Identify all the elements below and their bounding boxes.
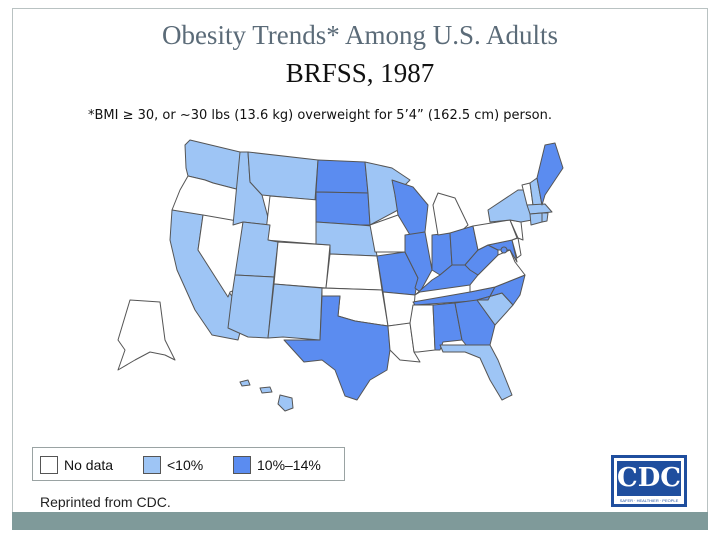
state-ND: [315, 159, 369, 194]
state-MA: [526, 203, 553, 215]
state-DC: [500, 246, 508, 254]
state-CT: [529, 212, 543, 226]
cdc-logo-tagline: SAFER · HEALTHIER · PEOPLE: [619, 498, 679, 503]
bmi-footnote: *BMI ≥ 30, or ~30 lbs (13.6 kg) overweig…: [88, 108, 552, 123]
state-ME: [536, 142, 564, 206]
state-NM: [267, 283, 323, 341]
cdc-logo: CDC SAFER · HEALTHIER · PEOPLE: [611, 455, 687, 507]
state-IL: [404, 231, 433, 293]
legend-swatch-under-10: [143, 456, 161, 474]
legend-swatch-10-14: [233, 456, 251, 474]
state-AZ: [227, 274, 275, 339]
state-FL: [439, 344, 513, 401]
legend-swatch-no-data: [40, 456, 58, 474]
slide-title: Obesity Trends* Among U.S. Adults: [161, 20, 559, 50]
state-SD: [315, 191, 371, 226]
credit-text: Reprinted from CDC.: [40, 494, 171, 510]
state-RI: [541, 212, 549, 223]
legend-item-no-data: No data: [40, 455, 113, 475]
state-HI-big-island: [277, 394, 294, 412]
legend-item-under-10: <10%: [143, 455, 203, 475]
state-CO: [273, 241, 331, 289]
state-HI-maui: [259, 386, 273, 394]
cdc-logo-text: CDC: [617, 461, 681, 496]
legend: No data <10% 10%–14%: [32, 447, 345, 481]
state-NY: [487, 189, 533, 223]
state-VA: [469, 249, 526, 293]
slide-subtitle: BRFSS, 1987: [285, 58, 435, 88]
state-HI-oahu: [239, 379, 251, 387]
slide-bottom-bar: [12, 512, 708, 530]
state-MS: [409, 304, 436, 353]
state-WY: [264, 195, 319, 245]
legend-label-10-14: 10%–14%: [257, 457, 321, 473]
state-TX: [283, 295, 391, 401]
legend-label-under-10: <10%: [167, 457, 204, 473]
state-KS: [325, 253, 383, 291]
state-AK: [117, 299, 176, 371]
legend-item-10-14: 10%–14%: [233, 455, 321, 475]
legend-label-no-data: No data: [64, 457, 114, 473]
